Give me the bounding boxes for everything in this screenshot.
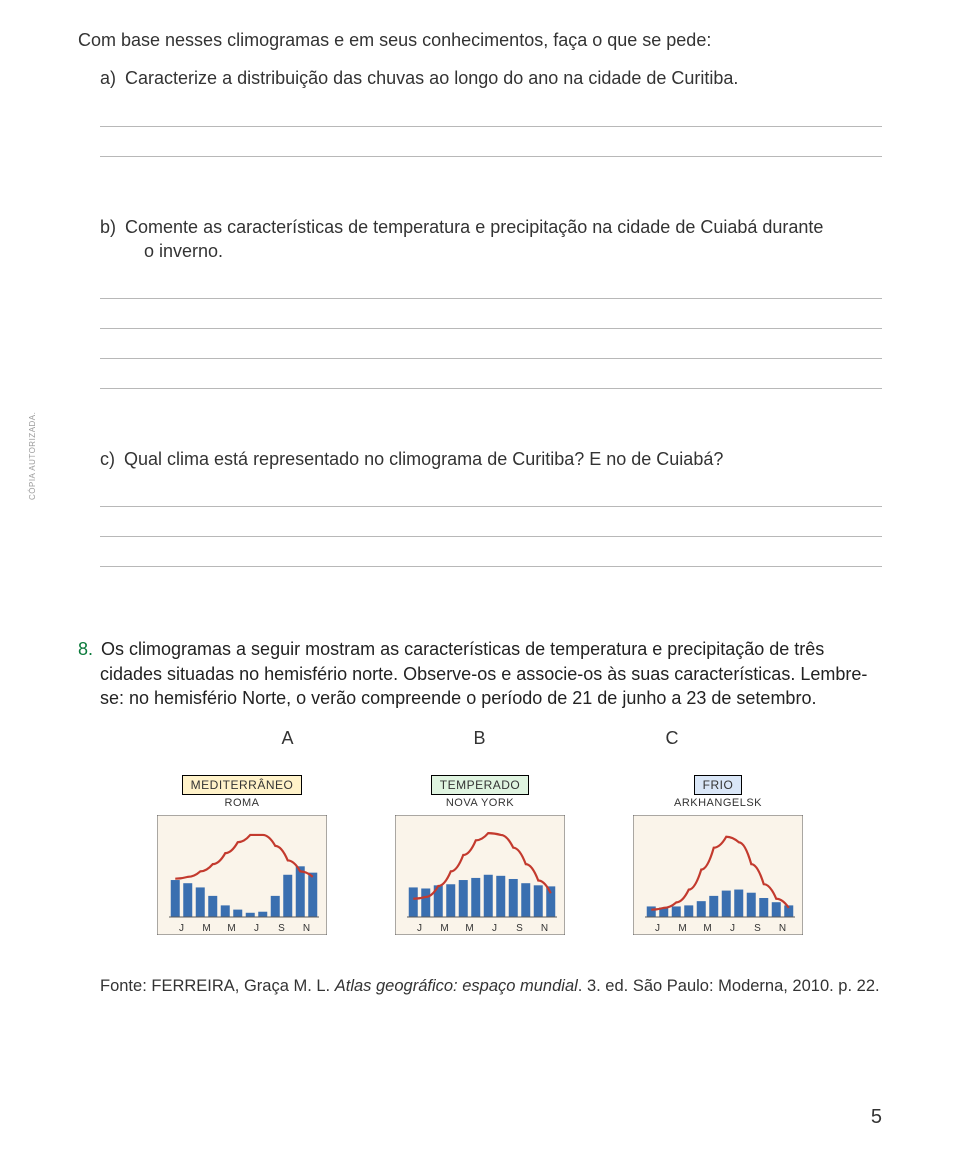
svg-text:S: S xyxy=(754,923,761,934)
answer-line[interactable] xyxy=(100,299,882,329)
climogram-b-tag: TEMPERADO xyxy=(431,775,530,795)
climogram-a-city: ROMA xyxy=(225,797,260,809)
page: CÓPIA AUTORIZADA. Com base nesses climog… xyxy=(0,0,960,1153)
chart-label-c: C xyxy=(666,728,679,749)
climogram-c-city: ARKHANGELSK xyxy=(674,797,762,809)
svg-text:S: S xyxy=(516,923,523,934)
svg-text:J: J xyxy=(417,923,422,934)
spacer xyxy=(78,567,882,637)
question-a: a) Caracterize a distribuição das chuvas… xyxy=(100,66,882,90)
intro-text: Com base nesses climogramas e em seus co… xyxy=(78,28,882,52)
chart-label-b: B xyxy=(474,728,486,749)
svg-text:J: J xyxy=(655,923,660,934)
question-c-letter: c) xyxy=(100,449,119,469)
question-b-text: Comente as características de temperatur… xyxy=(125,217,823,237)
svg-text:M: M xyxy=(678,923,686,934)
answer-line[interactable] xyxy=(100,269,882,299)
chart-label-a: A xyxy=(281,728,293,749)
spacer xyxy=(78,389,882,439)
climogram-c-chart: JMMJSN xyxy=(633,815,803,935)
svg-text:J: J xyxy=(730,923,735,934)
svg-text:J: J xyxy=(492,923,497,934)
svg-text:M: M xyxy=(465,923,473,934)
question-b: b) Comente as características de tempera… xyxy=(100,215,882,264)
question-8-number: 8. xyxy=(78,639,101,659)
answer-line[interactable] xyxy=(100,329,882,359)
climogram-a: MEDITERRÂNEO ROMA J M M J S N xyxy=(147,775,337,935)
svg-text:M: M xyxy=(703,923,711,934)
climogram-c: FRIO ARKHANGELSK J M M J S N xyxy=(623,775,813,935)
question-8-text: Os climogramas a seguir mostram as carac… xyxy=(100,639,867,708)
source-prefix: Fonte: FERREIRA, Graça M. L. xyxy=(100,977,335,995)
climogram-b: TEMPERADO NOVA YORK J M M J S N xyxy=(385,775,575,935)
climogram-b-city: NOVA YORK xyxy=(446,797,514,809)
svg-text:M: M xyxy=(227,923,235,934)
answer-line[interactable] xyxy=(100,359,882,389)
source-suffix: . 3. ed. São Paulo: Moderna, 2010. p. 22… xyxy=(578,977,880,995)
chart-row: MEDITERRÂNEO ROMA J M M J S N TEMPERADO NOVA … xyxy=(78,775,882,935)
answer-lines-a xyxy=(100,97,882,157)
svg-text:N: N xyxy=(779,923,786,934)
answer-line[interactable] xyxy=(100,127,882,157)
source-citation: Fonte: FERREIRA, Graça M. L. Atlas geogr… xyxy=(100,977,882,996)
question-c-text: Qual clima está representado no climogra… xyxy=(124,449,723,469)
climogram-a-chart: JMMJSN xyxy=(157,815,327,935)
answer-line[interactable] xyxy=(100,537,882,567)
chart-labels-row: A B C xyxy=(78,728,882,749)
svg-text:J: J xyxy=(179,923,184,934)
question-c: c) Qual clima está representado no climo… xyxy=(100,447,882,471)
answer-line[interactable] xyxy=(100,507,882,537)
svg-text:N: N xyxy=(541,923,548,934)
question-a-text: Caracterize a distribuição das chuvas ao… xyxy=(125,68,738,88)
svg-text:S: S xyxy=(278,923,285,934)
svg-text:J: J xyxy=(254,923,259,934)
question-b-letter: b) xyxy=(100,217,120,237)
question-b-text2: o inverno. xyxy=(122,239,882,263)
page-number: 5 xyxy=(871,1106,882,1129)
climogram-a-tag: MEDITERRÂNEO xyxy=(182,775,303,795)
answer-lines-c xyxy=(100,477,882,567)
answer-line[interactable] xyxy=(100,97,882,127)
answer-line[interactable] xyxy=(100,477,882,507)
svg-text:M: M xyxy=(202,923,210,934)
answer-lines-b xyxy=(100,269,882,389)
side-copy-label: CÓPIA AUTORIZADA. xyxy=(28,412,37,500)
svg-text:M: M xyxy=(440,923,448,934)
climogram-c-tag: FRIO xyxy=(694,775,743,795)
climogram-b-chart: JMMJSN xyxy=(395,815,565,935)
spacer xyxy=(78,157,882,207)
question-8: 8.Os climogramas a seguir mostram as car… xyxy=(78,637,882,710)
svg-text:N: N xyxy=(303,923,310,934)
source-title: Atlas geográfico: espaço mundial xyxy=(335,977,578,995)
question-a-letter: a) xyxy=(100,68,120,88)
